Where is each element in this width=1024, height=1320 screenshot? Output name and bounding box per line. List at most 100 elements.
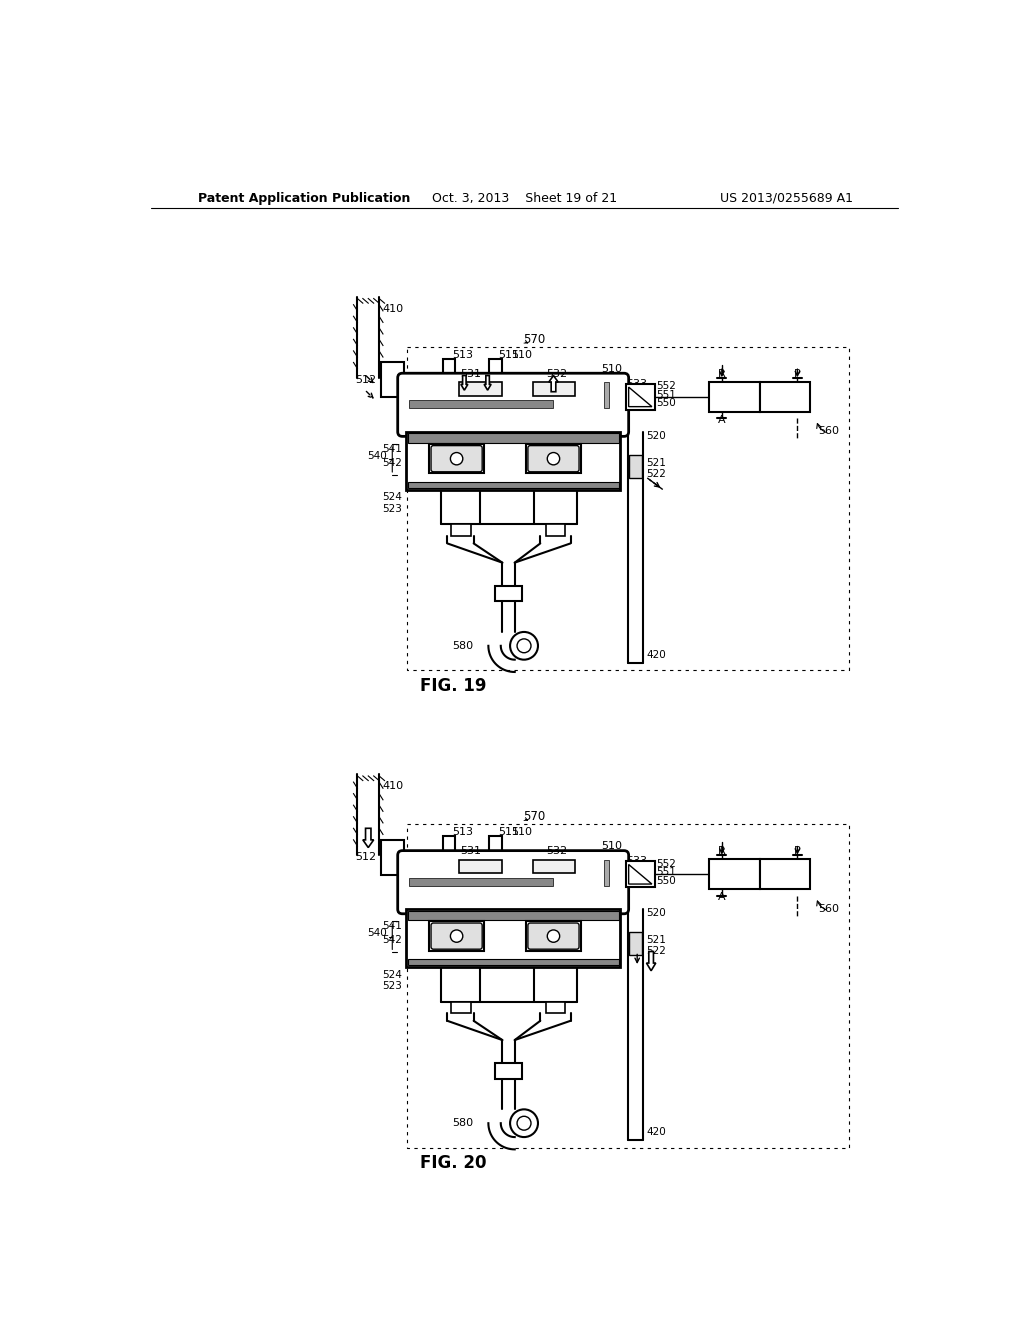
Text: 420: 420 <box>646 649 667 660</box>
Text: FIG. 19: FIG. 19 <box>420 677 486 694</box>
Bar <box>409 381 617 400</box>
Bar <box>408 433 618 442</box>
Text: P: P <box>794 370 801 379</box>
Circle shape <box>451 929 463 942</box>
Bar <box>760 859 810 890</box>
Text: Oct. 3, 2013    Sheet 19 of 21: Oct. 3, 2013 Sheet 19 of 21 <box>432 191 617 205</box>
Text: 540: 540 <box>367 928 387 939</box>
Text: 511: 511 <box>499 350 519 360</box>
Bar <box>408 960 618 965</box>
Bar <box>409 878 553 886</box>
Text: 410: 410 <box>382 781 403 791</box>
Bar <box>489 836 502 855</box>
FancyBboxPatch shape <box>397 374 629 437</box>
Circle shape <box>517 639 531 653</box>
Text: 533: 533 <box>627 857 647 866</box>
FancyBboxPatch shape <box>528 446 579 471</box>
Text: 510: 510 <box>511 350 531 360</box>
Text: 560: 560 <box>818 904 839 913</box>
Polygon shape <box>461 376 468 391</box>
Bar <box>429 921 483 950</box>
Bar <box>626 384 655 409</box>
Polygon shape <box>484 376 492 391</box>
Bar <box>526 921 581 950</box>
Text: 513: 513 <box>452 350 473 360</box>
Text: 524: 524 <box>383 970 402 979</box>
Polygon shape <box>629 387 652 407</box>
Text: 570: 570 <box>523 333 546 346</box>
Text: 521: 521 <box>646 935 667 945</box>
Text: 551: 551 <box>656 389 677 400</box>
Text: FIG. 20: FIG. 20 <box>420 1154 486 1172</box>
Text: 533: 533 <box>627 379 647 389</box>
Circle shape <box>547 929 560 942</box>
Bar <box>407 432 621 490</box>
Text: 520: 520 <box>646 908 667 917</box>
Text: 541: 541 <box>383 444 402 454</box>
Text: 410: 410 <box>382 304 403 314</box>
Text: 531: 531 <box>461 846 481 857</box>
Text: 560: 560 <box>818 426 839 437</box>
Text: 580: 580 <box>453 640 474 651</box>
Text: 551: 551 <box>656 867 677 878</box>
Polygon shape <box>549 376 558 392</box>
Text: 520: 520 <box>646 430 667 441</box>
Text: Patent Application Publication: Patent Application Publication <box>198 191 411 205</box>
Text: 510: 510 <box>511 828 531 837</box>
Text: 552: 552 <box>656 381 677 391</box>
Text: 510: 510 <box>601 363 622 374</box>
Bar <box>442 836 455 855</box>
Polygon shape <box>362 829 374 847</box>
Bar <box>409 400 553 408</box>
Bar <box>381 363 403 397</box>
Text: 521: 521 <box>646 458 667 467</box>
Circle shape <box>451 453 463 465</box>
Circle shape <box>510 632 538 660</box>
Text: 524: 524 <box>383 492 402 502</box>
Text: 570: 570 <box>523 810 546 824</box>
Bar <box>710 859 760 890</box>
Text: 512: 512 <box>355 375 377 384</box>
Bar <box>407 909 621 966</box>
Text: 540: 540 <box>367 450 387 461</box>
Text: 541: 541 <box>383 921 402 931</box>
Text: 523: 523 <box>383 504 402 513</box>
Bar <box>381 840 403 874</box>
Bar <box>429 444 483 474</box>
Bar <box>532 383 575 396</box>
Bar <box>459 383 502 396</box>
FancyBboxPatch shape <box>528 923 579 949</box>
Bar <box>408 482 618 488</box>
Bar <box>604 383 608 408</box>
Bar <box>546 1002 565 1014</box>
Text: 523: 523 <box>383 981 402 991</box>
Text: A: A <box>718 892 726 902</box>
Bar <box>489 359 502 378</box>
Text: 522: 522 <box>646 946 667 957</box>
Text: R: R <box>718 370 726 379</box>
Bar <box>408 911 618 920</box>
Text: 552: 552 <box>656 859 677 869</box>
Text: 550: 550 <box>656 399 676 408</box>
Text: R: R <box>718 846 726 857</box>
Bar <box>409 858 617 878</box>
Text: 550: 550 <box>656 875 676 886</box>
Text: 420: 420 <box>646 1127 667 1138</box>
Bar <box>630 455 642 478</box>
Text: 530: 530 <box>627 389 647 400</box>
Bar <box>526 444 581 474</box>
Polygon shape <box>629 865 652 884</box>
Text: 511: 511 <box>499 828 519 837</box>
Bar <box>495 1063 522 1078</box>
Bar <box>546 524 565 536</box>
Bar <box>495 586 522 601</box>
Bar <box>626 862 655 887</box>
Polygon shape <box>646 952 655 970</box>
Circle shape <box>517 1117 531 1130</box>
Text: 531: 531 <box>461 370 481 379</box>
Text: 530: 530 <box>627 867 647 878</box>
Text: 532: 532 <box>546 370 567 379</box>
Text: 542: 542 <box>383 458 402 467</box>
Bar <box>630 932 642 956</box>
Bar <box>452 524 471 536</box>
